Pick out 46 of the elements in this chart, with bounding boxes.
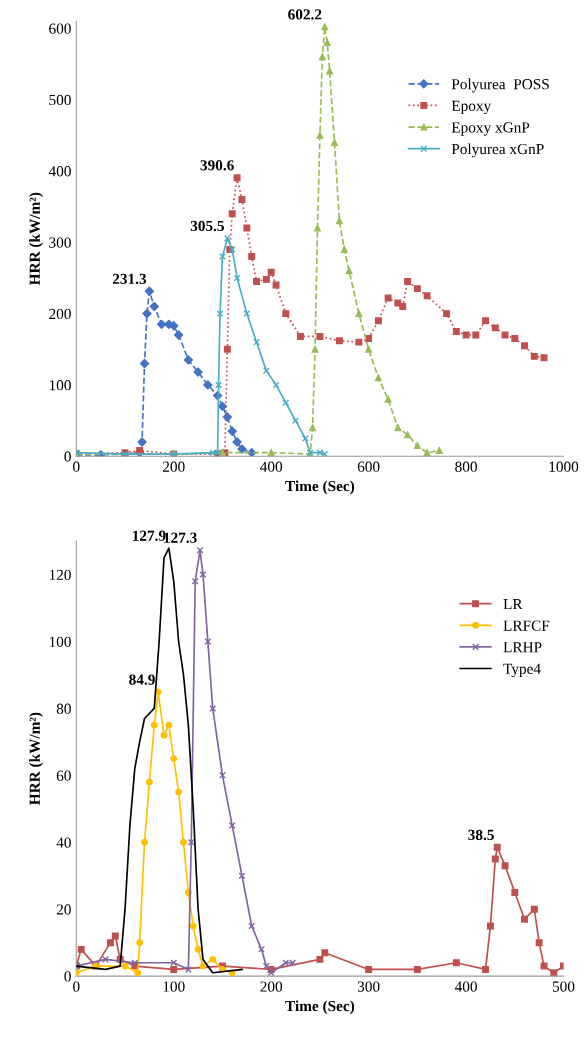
x-axis-title: Time (Sec) — [285, 480, 355, 495]
x-tick-label: 600 — [357, 461, 380, 472]
x-axis-title: Time (Sec) — [285, 1000, 355, 1015]
legend-label: LRFCF — [503, 620, 550, 631]
annotation: 38.5 — [468, 829, 494, 841]
legend-label: Polyurea xGnP — [451, 143, 544, 158]
y-tick-label: 100 — [49, 380, 71, 391]
y-tick-label: 200 — [49, 308, 71, 320]
y-tick-label: 0 — [64, 971, 71, 982]
y-tick-label: 400 — [48, 166, 71, 177]
y-tick-label: 60 — [56, 770, 71, 781]
x-tick-label: 0 — [73, 981, 80, 992]
x-tick-label: 300 — [357, 981, 380, 992]
legend-label: Type4 — [503, 663, 541, 678]
legend-label: Epoxy — [451, 100, 492, 115]
y-axis-title: HRR (kW/m²) — [29, 192, 43, 286]
y-tick-label: 0 — [64, 451, 71, 462]
annotation: 84.9 — [129, 674, 155, 685]
x-tick-label: 400 — [260, 461, 283, 472]
legend-label: LR — [503, 599, 523, 610]
x-tick-label: 400 — [454, 981, 477, 992]
y-tick-label: 500 — [49, 94, 71, 106]
x-tick-label: 200 — [162, 461, 185, 472]
annotation: 231.3 — [112, 273, 147, 285]
y-tick-label: 40 — [56, 837, 71, 848]
annotation: 127.9 — [132, 530, 166, 541]
annotation: 127.3 — [164, 532, 197, 543]
x-tick-label: 0 — [73, 461, 80, 472]
annotation: 305.5 — [190, 220, 225, 232]
y-tick-label: 120 — [49, 569, 71, 581]
y-tick-label: 600 — [49, 23, 71, 34]
x-tick-label: 500 — [552, 981, 575, 992]
x-tick-label: 1000 — [549, 461, 579, 472]
legend-label: Polyurea POSS — [451, 78, 549, 93]
y-tick-label: 80 — [56, 703, 71, 714]
y-tick-label: 20 — [56, 904, 71, 915]
y-tick-label: 100 — [49, 636, 71, 647]
annotation: 390.6 — [200, 160, 234, 171]
annotation: 602.2 — [288, 9, 322, 20]
x-tick-label: 100 — [163, 981, 185, 992]
x-tick-label: 800 — [455, 461, 477, 472]
legend-label: Epoxy xGnP — [451, 122, 530, 136]
legend-label: LRHP — [503, 642, 542, 653]
x-tick-label: 200 — [260, 981, 283, 992]
y-axis-title: HRR (kW/m²) — [29, 712, 43, 805]
y-tick-label: 300 — [49, 237, 71, 248]
